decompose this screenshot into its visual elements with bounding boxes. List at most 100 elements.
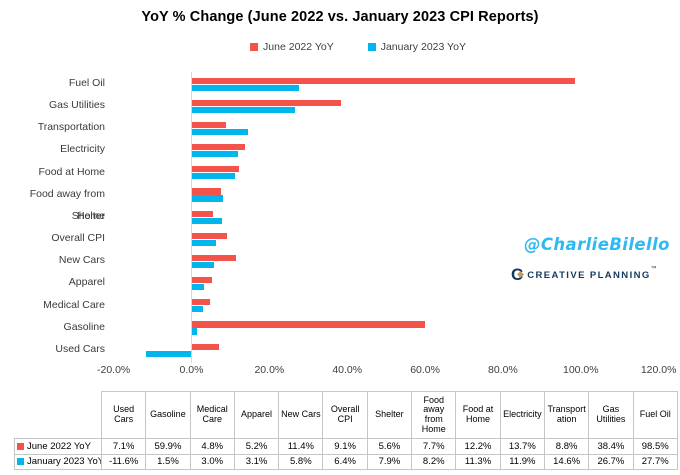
bar-january [191,284,204,291]
bar-january [191,84,300,91]
bar-january [191,129,249,136]
table-stub-cell [15,392,102,439]
category-label: Gas Utilities [48,99,105,112]
table-column-header: Shelter [366,391,413,439]
bar-january [191,106,296,114]
category-label: Apparel [68,276,105,289]
table-value-cell: 5.6% [366,438,413,455]
table-value-cell: 9.1% [322,438,368,455]
table-value-cell: 6.4% [322,453,368,470]
y-axis-line [191,72,192,363]
diamond-icon [516,270,524,279]
category-label: New Cars [58,254,105,267]
category-label: Medical Care [43,298,105,311]
table-column-header: Transportation [543,391,590,439]
table-value-cell: 12.2% [455,438,501,455]
category-label: Food away from Home [29,187,105,222]
bar-june [191,77,575,84]
category-label: Used Cars [55,342,105,355]
legend-swatch-june-icon [250,43,259,51]
bar-june [191,299,211,306]
brand-text-wrap: CREATIVE PLANNING™ [527,265,656,283]
bar-june [191,122,226,129]
table-column-header: Apparel [233,391,280,439]
table-value-cell: 7.7% [411,438,457,455]
table-value-cell: 11.4% [278,438,324,455]
table-value-cell: 5.2% [233,438,280,455]
table-column-header: Gas Utilities [588,391,634,439]
table-value-cell: 7.9% [366,453,413,470]
category-label: Fuel Oil [68,77,105,89]
table-value-cell: 8.8% [543,438,590,455]
table-value-cell: 27.7% [632,453,678,470]
table-value-cell: 13.7% [499,438,545,455]
table-column-header: Electricity [499,391,545,439]
table-column-header: Used Cars [100,391,147,439]
table-value-cell: 11.3% [455,453,501,470]
category-label: Electricity [60,143,105,156]
bar-june [191,321,425,328]
legend-label-january: January 2023 YoY [380,41,466,53]
table-column-header: Gasoline [145,391,191,439]
brand-name: CREATIVE PLANNING [527,270,651,281]
x-tick-label: -20.0% [96,364,131,376]
x-tick-label: 60.0% [410,364,440,376]
table-column-header: Food at Home [455,391,501,439]
bar-june [191,343,220,350]
legend-label-june: June 2022 YoY [263,41,334,53]
bar-january [191,306,204,313]
x-tick-label: 40.0% [332,364,363,376]
table-value-cell: 11.9% [499,453,545,470]
bar-january [191,261,215,269]
x-tick-label: 120.0% [640,364,677,376]
category-label: Gasoline [63,320,105,333]
bar-january [191,173,236,180]
table-value-cell: 1.5% [145,453,191,470]
bar-june [191,210,214,217]
category-label: Transportation [37,121,105,134]
bar-june [191,232,227,239]
january-series-marker-icon [17,458,24,466]
bar-june [191,144,245,151]
x-tick-label: 80.0% [488,364,518,376]
table-value-cell: 3.0% [189,453,235,470]
bar-june [191,99,341,107]
category-label: Overall CPI [51,232,105,245]
trademark-symbol: ™ [650,266,657,272]
table-column-header: Food away from Home [411,391,457,439]
table-value-cell: 3.1% [233,453,280,470]
table-column-header: Fuel Oil [632,391,678,439]
table-value-cell: 26.7% [588,453,634,470]
table-column-header: Medical Care [189,391,235,439]
bar-january [191,151,238,158]
table-value-cell: 14.6% [543,453,590,470]
twitter-handle-watermark: @CharlieBilello [524,235,670,254]
bar-june [191,188,222,195]
table-value-cell: 98.5% [632,438,678,455]
bar-january [191,239,217,246]
bar-january [191,328,198,335]
bar-june [191,254,236,262]
table-value-cell: 8.2% [411,453,457,470]
category-label: Shelter [71,209,105,222]
table-value-cell: 7.1% [100,438,147,455]
legend-swatch-january-icon [367,43,376,51]
page-title: YoY % Change (June 2022 vs. January 2023… [141,9,539,25]
series-row-label: June 2022 YoY [14,438,102,455]
table-column-header: New Cars [278,391,324,439]
legend-item-january: January 2023 YoY [367,41,466,53]
bar-january [146,350,192,357]
table-value-cell: -11.6% [100,453,147,470]
chart-legend: June 2022 YoY January 2023 YoY [18,41,680,53]
table-value-cell: 4.8% [189,438,235,455]
c-mark-icon: C [511,266,524,283]
x-tick-label: 20.0% [254,364,285,376]
x-tick-label: 100.0% [562,364,599,376]
bar-june [191,166,239,173]
creative-planning-logo: C CREATIVE PLANNING™ [511,265,657,283]
x-tick-label: 0.0% [179,364,204,376]
table-value-cell: 59.9% [145,438,191,455]
bar-january [191,195,224,202]
